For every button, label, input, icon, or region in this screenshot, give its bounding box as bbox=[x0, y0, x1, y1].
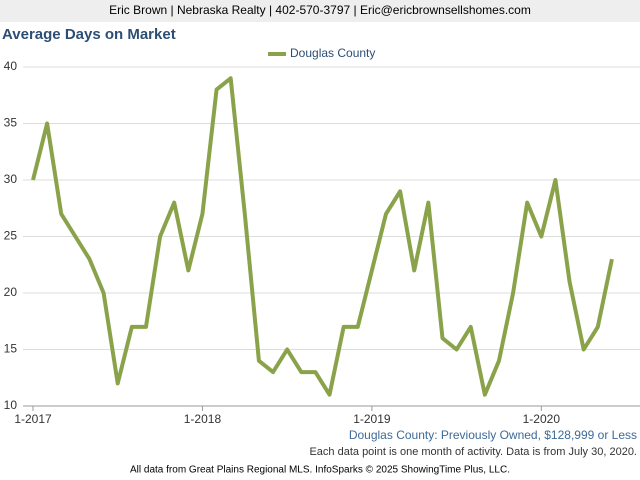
header: Eric Brown | Nebraska Realty | 402-570-3… bbox=[109, 3, 531, 17]
y-tick-label: 10 bbox=[4, 398, 18, 412]
y-tick-label: 40 bbox=[4, 59, 18, 73]
x-tick-label: 1-2020 bbox=[523, 412, 561, 426]
y-tick-label: 20 bbox=[4, 285, 18, 299]
header-bar bbox=[0, 0, 640, 22]
credit: All data from Great Plains Regional MLS.… bbox=[130, 465, 510, 476]
y-tick-label: 25 bbox=[4, 229, 18, 243]
x-tick-label: 1-2017 bbox=[14, 412, 52, 426]
x-tick-label: 1-2019 bbox=[353, 412, 391, 426]
y-tick-label: 35 bbox=[4, 116, 18, 130]
subtitle: Douglas County: Previously Owned, $128,9… bbox=[349, 428, 637, 442]
legend-label: Douglas County bbox=[290, 46, 375, 60]
x-tick-label: 1-2018 bbox=[184, 412, 222, 426]
chart-title: Average Days on Market bbox=[2, 26, 176, 43]
note: Each data point is one month of activity… bbox=[309, 446, 637, 458]
data-line bbox=[31, 76, 614, 397]
y-tick-label: 30 bbox=[4, 172, 18, 186]
y-tick-label: 15 bbox=[4, 342, 18, 356]
